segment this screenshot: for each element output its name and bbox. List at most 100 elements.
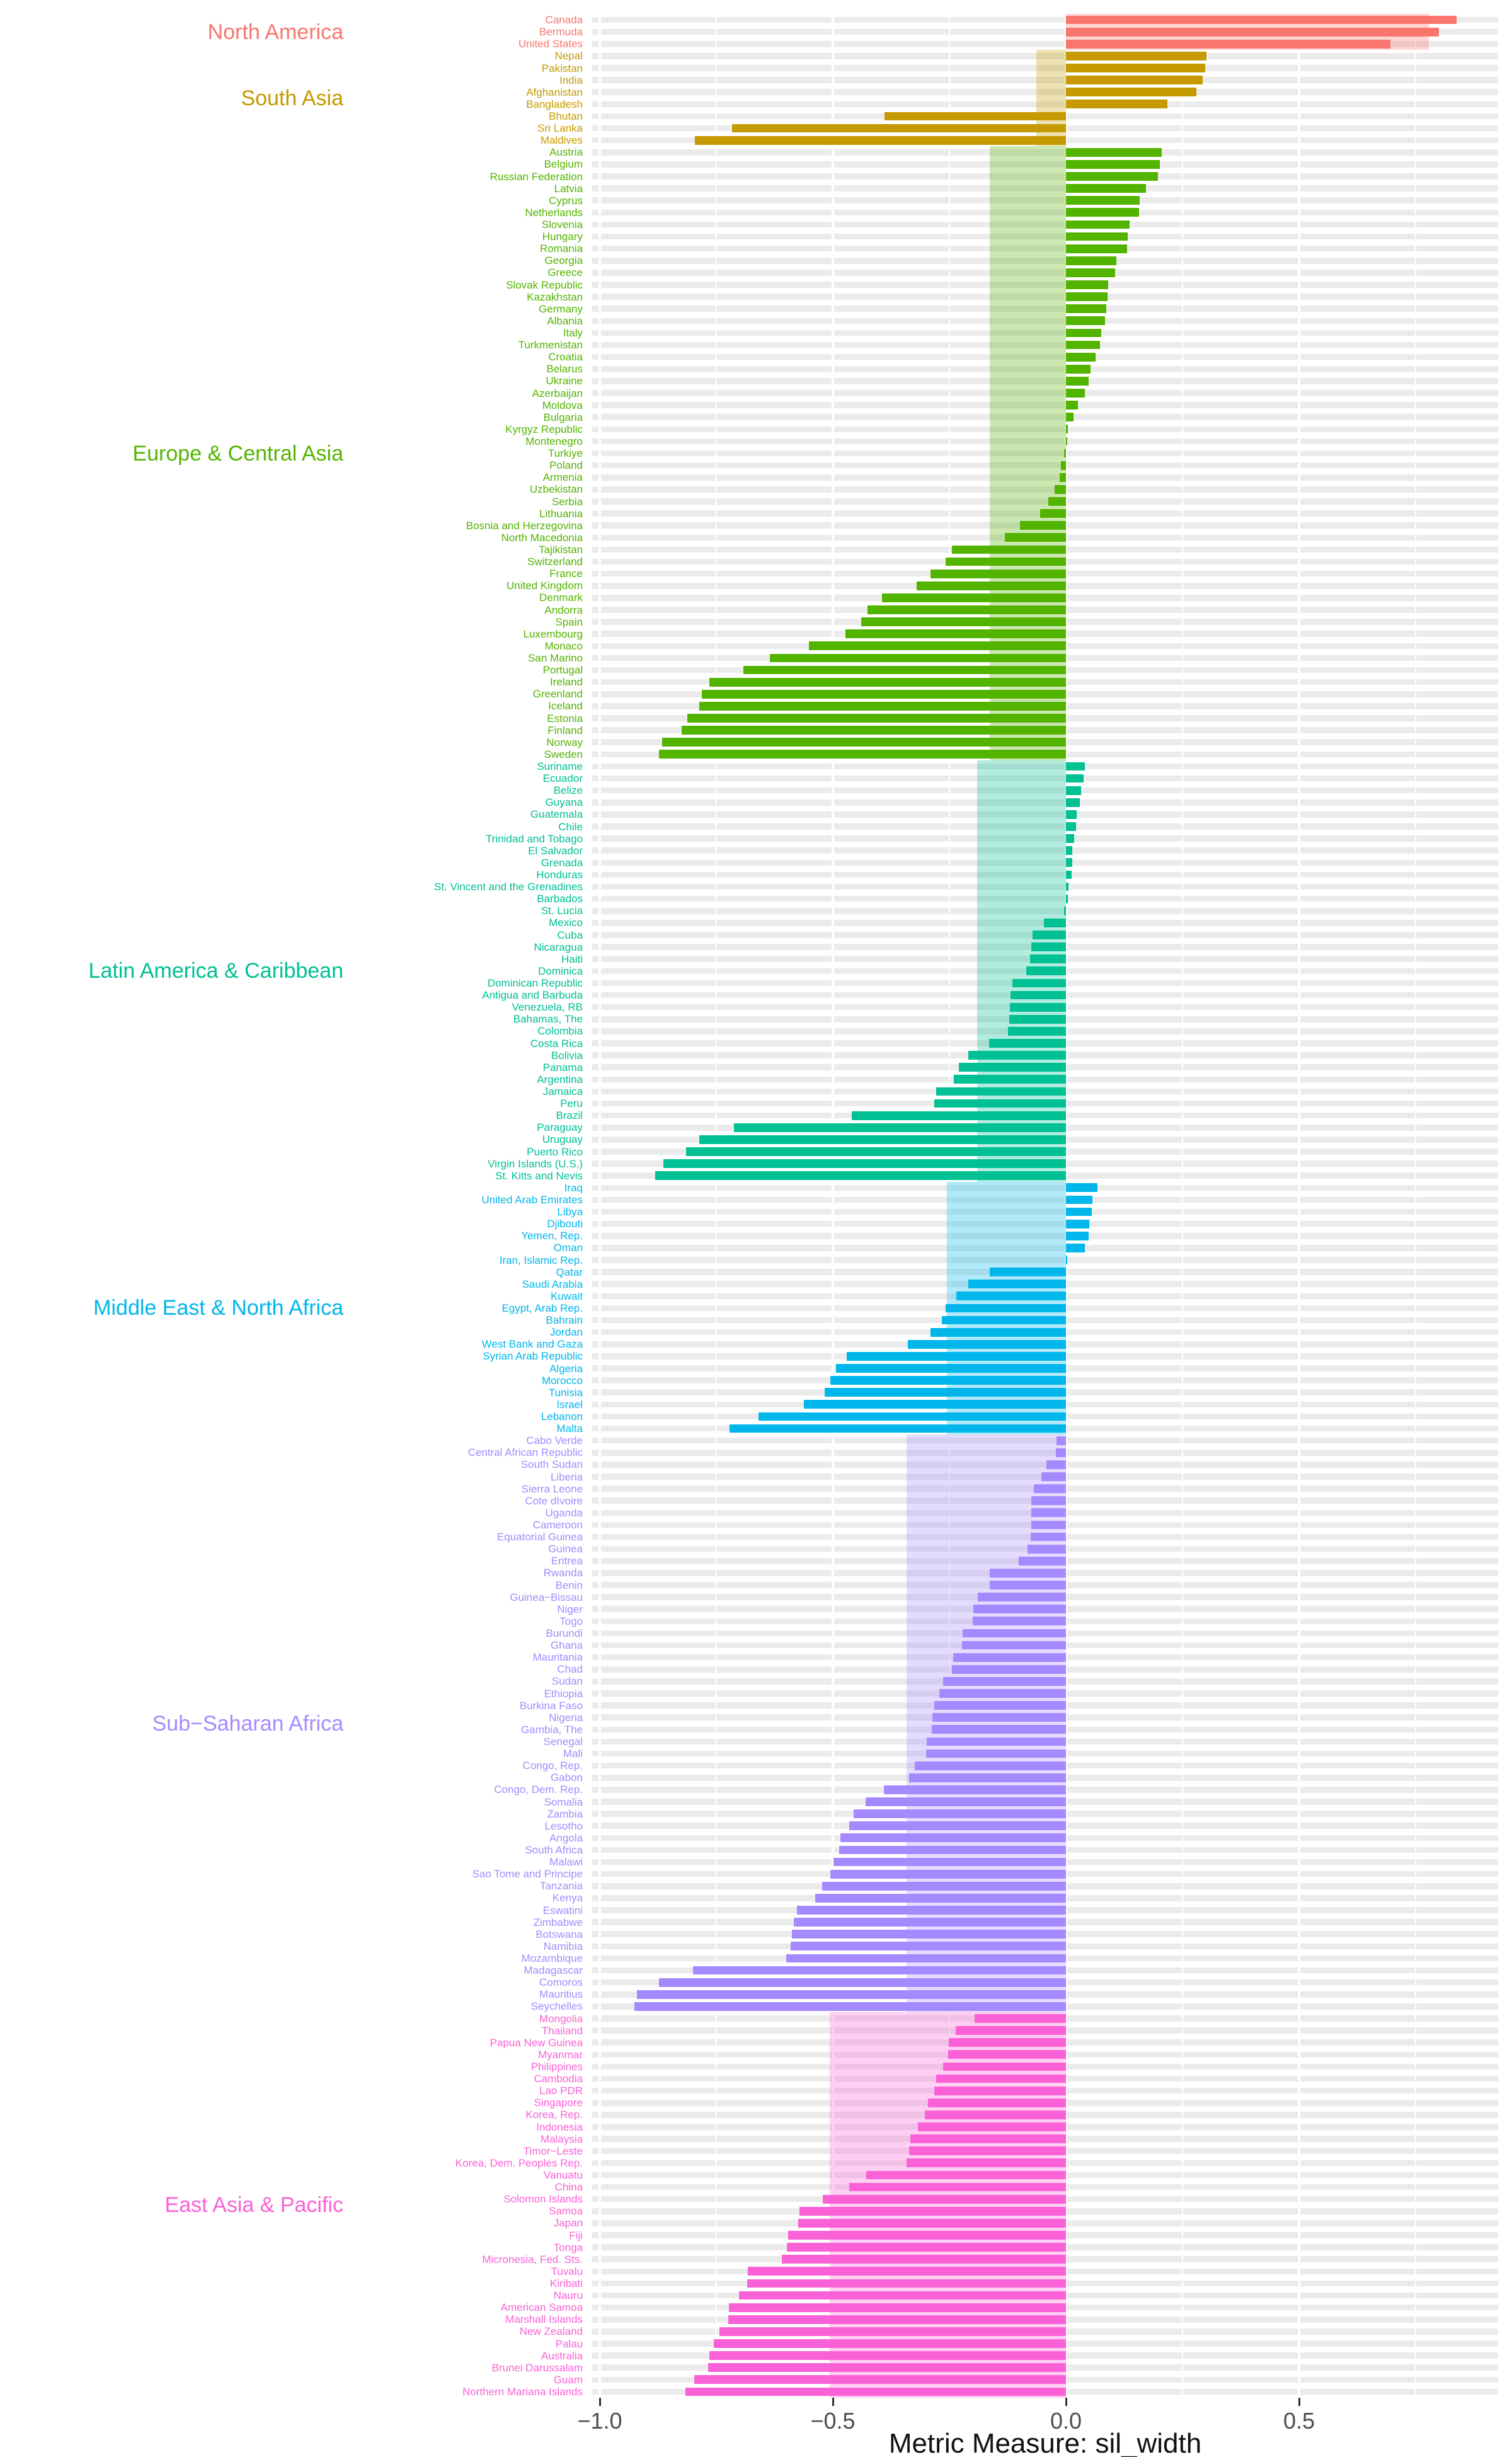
country-label: Bangladesh	[526, 98, 583, 110]
country-label: Argentina	[537, 1073, 583, 1085]
country-label: Burundi	[546, 1627, 583, 1639]
row-stripe	[592, 426, 1498, 433]
country-label: Mexico	[549, 917, 583, 929]
row-stripe	[592, 486, 1498, 493]
country-label: St. Vincent and the Grenadines	[434, 881, 583, 893]
country-bar	[732, 123, 1066, 133]
country-label: Uruguay	[542, 1133, 583, 1146]
row-stripe	[592, 294, 1498, 300]
country-label: Thailand	[541, 2024, 583, 2037]
row-stripe	[592, 282, 1498, 288]
country-label: Turkmenistan	[518, 339, 583, 352]
major-gridline	[1298, 14, 1300, 2398]
country-label: Virgin Islands (U.S.)	[488, 1157, 583, 1170]
country-bar	[1027, 1544, 1066, 1554]
country-label: Serbia	[551, 495, 583, 508]
row-stripe	[592, 77, 1498, 83]
country-label: Slovenia	[541, 218, 583, 231]
row-stripe	[592, 197, 1498, 204]
country-label: Bhutan	[549, 110, 583, 122]
row-stripe	[592, 341, 1498, 348]
row-stripe	[592, 53, 1498, 59]
cluster-average-band	[906, 1435, 1066, 2013]
country-label: Ghana	[550, 1639, 583, 1652]
country-label: Tonga	[553, 2241, 583, 2254]
country-label: Montenegro	[525, 435, 583, 447]
country-label: Turkiye	[547, 447, 583, 460]
country-bar	[1066, 51, 1207, 60]
country-bar	[990, 1268, 1066, 1276]
country-bar	[782, 2255, 1066, 2264]
row-stripe	[592, 318, 1498, 324]
country-bar	[830, 1869, 1066, 1879]
country-label: Australia	[541, 2349, 583, 2362]
country-bar	[738, 2291, 1066, 2300]
country-bar	[1031, 1520, 1066, 1530]
country-bar	[1066, 870, 1072, 879]
country-label: Norway	[546, 736, 583, 748]
country-label: Iraq	[564, 1181, 583, 1194]
country-label: Denmark	[539, 592, 583, 604]
row-stripe	[592, 390, 1498, 396]
row-stripe	[592, 306, 1498, 312]
country-label: Eritrea	[551, 1555, 583, 1567]
country-label: San Marino	[528, 651, 583, 664]
country-label: Iceland	[548, 700, 583, 713]
country-label: Gambia, The	[521, 1723, 583, 1736]
country-bar	[1040, 509, 1066, 518]
country-label: Bahamas, The	[513, 1013, 583, 1026]
country-label: Tunisia	[548, 1386, 583, 1399]
country-label: Libya	[557, 1206, 583, 1218]
country-label: Yemen, Rep.	[521, 1230, 583, 1242]
row-stripe	[592, 1196, 1498, 1203]
country-label: Brazil	[556, 1109, 583, 1122]
country-bar	[728, 2315, 1066, 2324]
country-label: United Arab Emirates	[481, 1193, 583, 1206]
country-label: Uzbekistan	[529, 483, 583, 496]
country-label: Slovak Republic	[506, 278, 583, 291]
country-label: Singapore	[534, 2097, 583, 2109]
country-bar	[973, 1605, 1066, 1614]
country-label: Angola	[549, 1831, 583, 1844]
country-label: Cuba	[557, 929, 583, 941]
row-stripe	[592, 823, 1498, 830]
country-label: Hungary	[542, 231, 583, 243]
country-bar	[804, 1400, 1066, 1409]
country-label: Kiribati	[550, 2277, 583, 2289]
country-bar	[694, 2375, 1066, 2385]
row-stripe	[592, 895, 1498, 902]
country-bar	[699, 1135, 1066, 1144]
country-bar	[1066, 364, 1091, 374]
row-stripe	[592, 1245, 1498, 1251]
country-bar	[1066, 437, 1067, 446]
country-bar	[1066, 882, 1068, 891]
country-bar	[1066, 413, 1074, 422]
row-stripe	[592, 811, 1498, 818]
country-label: Senegal	[543, 1735, 583, 1748]
country-label: Maldives	[540, 134, 583, 147]
country-bar	[1031, 1496, 1066, 1506]
country-bar	[865, 1797, 1066, 1806]
country-bar	[1066, 100, 1168, 109]
country-label: Zimbabwe	[533, 1916, 583, 1928]
country-label: Cote dIvoire	[525, 1494, 583, 1507]
country-bar	[908, 1339, 1066, 1349]
row-stripe	[592, 16, 1498, 23]
country-bar	[1066, 822, 1077, 831]
row-stripe	[592, 353, 1498, 360]
country-bar	[658, 750, 1066, 759]
country-bar	[787, 2243, 1066, 2252]
row-stripe	[592, 450, 1498, 457]
country-label: Nigeria	[549, 1711, 583, 1724]
country-label: Belarus	[546, 363, 583, 375]
country-bar	[1005, 533, 1066, 542]
country-bar	[968, 1280, 1066, 1289]
country-label: Latvia	[554, 182, 583, 195]
row-stripe	[592, 245, 1498, 252]
country-label: Congo, Rep.	[522, 1760, 583, 1772]
country-label: Rwanda	[543, 1567, 583, 1579]
country-label: Ireland	[550, 676, 583, 689]
country-bar	[926, 1737, 1066, 1746]
country-bar	[815, 1893, 1066, 1903]
row-stripe	[592, 40, 1498, 47]
